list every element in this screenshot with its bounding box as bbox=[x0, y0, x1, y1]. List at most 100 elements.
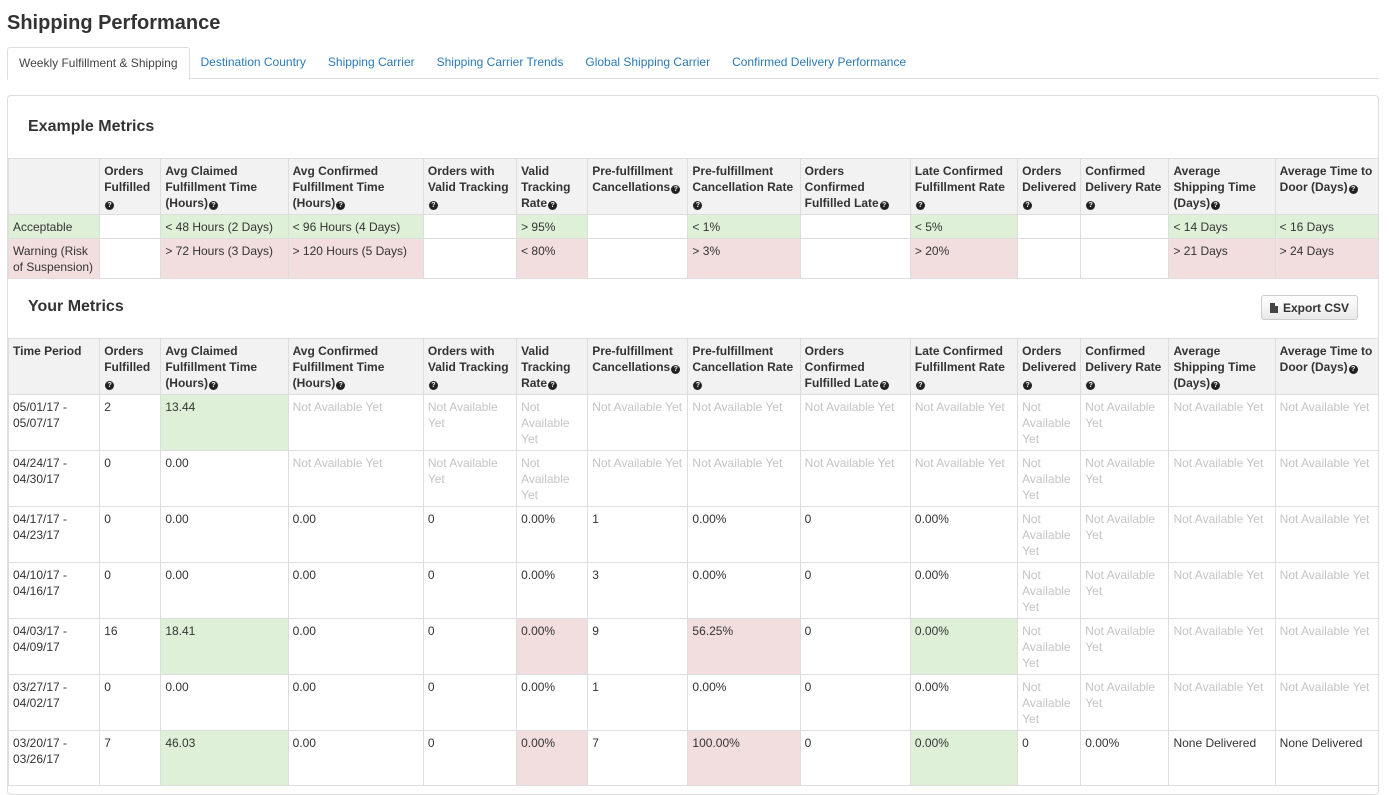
help-icon[interactable]: ? bbox=[1348, 185, 1358, 194]
export-csv-label: Export CSV bbox=[1282, 300, 1349, 315]
header-label: Orders with Valid Tracking bbox=[427, 164, 509, 194]
metric-cell: None Delivered bbox=[1168, 730, 1276, 786]
export-csv-button[interactable]: Export CSV bbox=[1261, 295, 1358, 320]
header-label: Pre-fulfillment Cancellation Rate bbox=[692, 164, 794, 194]
help-icon[interactable]: ? bbox=[1211, 381, 1221, 390]
header-pre-fulfillment-cancellation-rate: Pre-fulfillment Cancellation Rate? bbox=[687, 338, 801, 395]
header-avg-claimed-fulfillment-time-hours: Avg Claimed Fulfillment Time (Hours)? bbox=[160, 338, 289, 395]
header-pre-fulfillment-cancellation-rate: Pre-fulfillment Cancellation Rate? bbox=[687, 158, 801, 215]
metric-cell: Not Available Yet bbox=[516, 394, 589, 451]
header-label: Pre-fulfillment Cancellations bbox=[592, 164, 673, 194]
help-icon[interactable]: ? bbox=[915, 381, 925, 390]
metric-cell: 0 bbox=[422, 506, 518, 563]
table-row: 04/17/17 - 04/23/17 0 0.00 0.00 0 0.00% 1 0.00%… bbox=[8, 506, 1378, 563]
help-icon[interactable]: ? bbox=[208, 381, 218, 390]
help-icon[interactable]: ? bbox=[671, 365, 681, 374]
help-icon[interactable]: ? bbox=[1086, 201, 1096, 210]
metric-cell: Not Available Yet bbox=[1080, 674, 1170, 731]
header-label: Average Shipping Time (Days) bbox=[1173, 344, 1256, 390]
time-period-cell: 04/10/17 - 04/16/17 bbox=[8, 562, 101, 619]
header-pre-fulfillment-cancellations: Pre-fulfillment Cancellations? bbox=[587, 338, 689, 395]
metric-cell: 0 bbox=[799, 618, 911, 675]
metric-cell: 0 bbox=[799, 730, 911, 786]
help-icon[interactable]: ? bbox=[428, 201, 438, 210]
tab-shipping-carrier-trends[interactable]: Shipping Carrier Trends bbox=[436, 55, 564, 69]
metric-cell bbox=[1017, 238, 1082, 279]
metric-cell: 100.00% bbox=[687, 730, 801, 786]
metric-cell: > 21 Days bbox=[1168, 238, 1276, 279]
metrics-panel: Example Metrics Orders Fulfilled? Avg Cla… bbox=[7, 95, 1379, 795]
metric-cell: Not Available Yet bbox=[1274, 394, 1378, 451]
metric-cell: 0.00% bbox=[909, 506, 1019, 563]
metric-cell bbox=[99, 214, 162, 239]
help-icon[interactable]: ? bbox=[693, 201, 703, 210]
header-label: Orders Fulfilled bbox=[104, 164, 151, 194]
metric-cell: Not Available Yet bbox=[287, 394, 424, 451]
help-icon[interactable]: ? bbox=[915, 201, 925, 210]
metric-cell: < 5% bbox=[909, 214, 1019, 239]
metric-cell: 0.00 bbox=[287, 730, 424, 786]
tab-shipping-carrier[interactable]: Shipping Carrier bbox=[327, 55, 415, 69]
metric-cell: 2 bbox=[99, 394, 162, 451]
metric-cell: Not Available Yet bbox=[422, 394, 518, 451]
metric-cell: 1 bbox=[587, 506, 689, 563]
metric-cell: Not Available Yet bbox=[1017, 618, 1082, 675]
metric-cell: 0.00% bbox=[1080, 730, 1170, 786]
header-label: Confirmed Delivery Rate bbox=[1085, 344, 1162, 374]
metric-cell: Not Available Yet bbox=[1080, 562, 1170, 619]
metric-cell: Not Available Yet bbox=[1168, 450, 1276, 507]
help-icon[interactable]: ? bbox=[1023, 201, 1033, 210]
metric-cell: Not Available Yet bbox=[1274, 618, 1378, 675]
help-icon[interactable]: ? bbox=[1211, 201, 1221, 210]
help-icon[interactable]: ? bbox=[671, 185, 681, 194]
tab-weekly-fulfillment-shipping[interactable]: Weekly Fulfillment & Shipping bbox=[7, 47, 190, 80]
metric-cell: 1 bbox=[587, 674, 689, 731]
help-icon[interactable]: ? bbox=[1086, 381, 1096, 390]
header-pre-fulfillment-cancellations: Pre-fulfillment Cancellations? bbox=[587, 158, 689, 215]
metric-cell: Not Available Yet bbox=[1017, 506, 1082, 563]
metric-cell: 0 bbox=[99, 674, 162, 731]
time-period-cell: 03/27/17 - 04/02/17 bbox=[8, 674, 101, 731]
metric-cell: Not Available Yet bbox=[687, 450, 801, 507]
help-icon[interactable]: ? bbox=[336, 201, 346, 210]
help-icon[interactable]: ? bbox=[1023, 381, 1033, 390]
help-icon[interactable]: ? bbox=[336, 381, 346, 390]
help-icon[interactable]: ? bbox=[1348, 365, 1358, 374]
metric-cell: 0.00 bbox=[287, 562, 424, 619]
tab-destination-country[interactable]: Destination Country bbox=[200, 55, 306, 69]
metric-cell: > 120 Hours (5 Days) bbox=[287, 238, 424, 279]
metric-cell: Not Available Yet bbox=[516, 450, 589, 507]
metric-cell: < 16 Days bbox=[1274, 214, 1378, 239]
metric-cell: 0.00 bbox=[160, 450, 289, 507]
metric-cell: Not Available Yet bbox=[1168, 562, 1276, 619]
help-icon[interactable]: ? bbox=[879, 201, 889, 210]
help-icon[interactable]: ? bbox=[428, 381, 438, 390]
metric-cell: 0.00 bbox=[160, 506, 289, 563]
help-icon[interactable]: ? bbox=[548, 201, 558, 210]
time-period-cell: 04/24/17 - 04/30/17 bbox=[8, 450, 101, 507]
metric-cell bbox=[1080, 214, 1170, 239]
help-icon[interactable]: ? bbox=[105, 201, 115, 210]
help-icon[interactable]: ? bbox=[693, 381, 703, 390]
metric-cell: < 96 Hours (4 Days) bbox=[287, 214, 424, 239]
help-icon[interactable]: ? bbox=[105, 381, 115, 390]
header-orders-delivered: Orders Delivered? bbox=[1017, 158, 1082, 215]
tab-global-shipping-carrier[interactable]: Global Shipping Carrier bbox=[585, 55, 711, 69]
header-label: Late Confirmed Fulfillment Rate bbox=[914, 164, 1005, 194]
help-icon[interactable]: ? bbox=[208, 201, 218, 210]
metric-cell: 16 bbox=[99, 618, 162, 675]
header-avg-confirmed-fulfillment-time-hours: Avg Confirmed Fulfillment Time (Hours)? bbox=[287, 338, 424, 395]
table-row: 03/20/17 - 03/26/17 7 46.03 0.00 0 0.00% 7 100.… bbox=[8, 730, 1378, 786]
metric-cell bbox=[422, 214, 518, 239]
tab-confirmed-delivery-performance[interactable]: Confirmed Delivery Performance bbox=[732, 55, 907, 69]
header-orders-delivered: Orders Delivered? bbox=[1017, 338, 1082, 395]
header-label: Orders Delivered bbox=[1022, 344, 1077, 374]
metric-cell: Not Available Yet bbox=[1017, 562, 1082, 619]
metric-cell: Not Available Yet bbox=[1274, 674, 1378, 731]
help-icon[interactable]: ? bbox=[879, 381, 889, 390]
metric-cell: 7 bbox=[99, 730, 162, 786]
metric-cell: 0.00% bbox=[687, 506, 801, 563]
metric-cell bbox=[99, 238, 162, 279]
help-icon[interactable]: ? bbox=[548, 381, 558, 390]
metric-cell: 56.25% bbox=[687, 618, 801, 675]
